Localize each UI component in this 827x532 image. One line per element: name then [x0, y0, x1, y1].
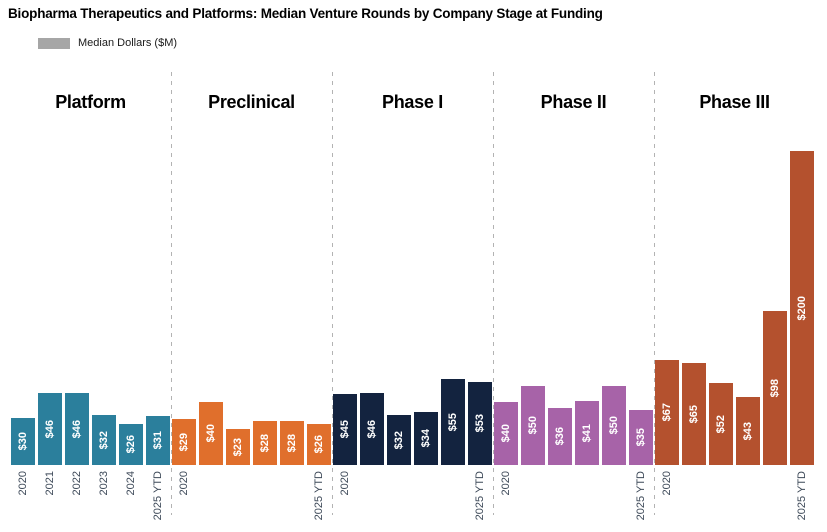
stage-group-platform: Platform $30 2020 $46 2021 $46 2022 $32 2023 $26 2… — [10, 72, 171, 520]
stage-group-header: Phase II — [540, 92, 607, 112]
x-tick-label: 2023 — [98, 471, 110, 496]
bar-value-label: $50 — [608, 416, 620, 435]
bar: $30 2020 — [11, 418, 35, 495]
bar-value-label: $28 — [259, 433, 271, 453]
bar-value-label: $26 — [313, 435, 325, 454]
bar: $67 2020 — [655, 360, 679, 495]
bar-value-label: $45 — [339, 420, 351, 439]
bars-row: $29 2020 $40 $23 $28 $28 $26 2025 YTD — [171, 402, 332, 520]
bar: $28 — [280, 421, 304, 465]
bar: $26 2024 — [119, 424, 143, 495]
x-tick-label: 2020 — [17, 471, 29, 496]
x-tick-label: 2020 — [500, 471, 512, 496]
bar: $45 2020 — [333, 394, 357, 495]
x-tick-label: 2021 — [44, 471, 56, 496]
x-tick-label: 2025 YTD — [152, 471, 164, 521]
bar: $40 — [199, 402, 223, 465]
bar: $55 — [441, 379, 465, 465]
bar: $46 2021 — [38, 393, 62, 495]
bars-row: $40 2020 $50 $36 $41 $50 $35 2025 YTD — [493, 386, 654, 520]
bar: $34 — [414, 412, 438, 465]
bar-value-label: $46 — [44, 419, 56, 439]
bar-value-label: $46 — [71, 419, 83, 439]
x-tick-label: 2025 YTD — [313, 471, 325, 521]
bar: $23 — [226, 429, 250, 465]
bar-value-label: $67 — [661, 403, 673, 422]
bar: $41 — [575, 401, 599, 465]
bar: $32 — [387, 415, 411, 465]
x-tick-label: 2025 YTD — [796, 471, 808, 521]
bar: $32 2023 — [92, 415, 116, 495]
x-tick-label: 2022 — [71, 471, 83, 496]
bar: $98 — [763, 311, 787, 465]
bar: $26 2025 YTD — [307, 424, 331, 520]
bar: $29 2020 — [172, 419, 196, 495]
bar-value-label: $30 — [17, 432, 29, 451]
bar-value-label: $98 — [769, 378, 781, 398]
bar: $40 2020 — [494, 402, 518, 495]
bar-value-label: $41 — [581, 423, 593, 443]
bar: $36 — [548, 408, 572, 465]
bar-value-label: $40 — [500, 424, 512, 443]
bar-value-label: $40 — [205, 424, 217, 443]
x-tick-label: 2020 — [661, 471, 673, 496]
bar: $200 2025 YTD — [790, 151, 814, 520]
bar-value-label: $200 — [796, 295, 808, 321]
bars-row: $67 2020 $65 $52 $43 $98 $200 2025 YTD — [654, 151, 815, 520]
stage-group-header: Preclinical — [208, 92, 295, 112]
bar-chart: Platform $30 2020 $46 2021 $46 2022 $32 2023 $26 2… — [10, 72, 815, 520]
stage-group-phase-i: Phase I $45 2020 $46 $32 $34 $55 $53 2025 YTD — [332, 72, 493, 520]
bar: $43 — [736, 397, 760, 465]
bar-value-label: $29 — [178, 432, 190, 452]
stage-group-preclinical: Preclinical $29 2020 $40 $23 $28 $28 $26 2025 YT… — [171, 72, 332, 520]
bars-row: $30 2020 $46 2021 $46 2022 $32 2023 $26 2024 $31 20… — [10, 393, 171, 520]
bar: $35 2025 YTD — [629, 410, 653, 520]
bars-row: $45 2020 $46 $32 $34 $55 $53 2025 YTD — [332, 379, 493, 520]
bar: $46 2022 — [65, 393, 89, 495]
bar-value-label: $55 — [447, 412, 459, 432]
bar-value-label: $50 — [527, 416, 539, 435]
bar-value-label: $53 — [474, 414, 486, 433]
chart-title: Biopharma Therapeutics and Platforms: Me… — [8, 6, 603, 21]
bar: $52 — [709, 383, 733, 465]
bar-value-label: $35 — [635, 428, 647, 447]
x-tick-label: 2020 — [339, 471, 351, 496]
bar-value-label: $32 — [393, 430, 405, 450]
bar: $50 — [602, 386, 626, 465]
bar: $50 — [521, 386, 545, 465]
stage-group-phase-iii: Phase III $67 2020 $65 $52 $43 $98 $200 2025 YTD — [654, 72, 815, 520]
stage-group-header: Platform — [55, 92, 126, 112]
bar: $28 — [253, 421, 277, 465]
bar-value-label: $36 — [554, 427, 566, 446]
bar-value-label: $46 — [366, 419, 378, 439]
bar-value-label: $65 — [688, 404, 700, 424]
bar-value-label: $32 — [98, 430, 110, 450]
stage-group-header: Phase III — [699, 92, 770, 112]
bar: $53 2025 YTD — [468, 382, 492, 520]
x-tick-label: 2025 YTD — [635, 471, 647, 521]
stage-group-header: Phase I — [382, 92, 443, 112]
bar-value-label: $26 — [125, 435, 137, 454]
bar-value-label: $43 — [742, 421, 754, 441]
bar-value-label: $34 — [420, 429, 432, 448]
bar-value-label: $52 — [715, 414, 727, 434]
bar: $46 — [360, 393, 384, 465]
legend-swatch — [38, 37, 70, 49]
bar: $31 2025 YTD — [146, 416, 170, 520]
bar: $65 — [682, 363, 706, 465]
bar-value-label: $31 — [152, 431, 164, 450]
stage-group-phase-ii: Phase II $40 2020 $50 $36 $41 $50 $35 2025 YTD — [493, 72, 654, 520]
x-tick-label: 2025 YTD — [474, 471, 486, 521]
legend-label: Median Dollars ($M) — [78, 37, 178, 49]
bar-value-label: $28 — [286, 433, 298, 453]
legend: Median Dollars ($M) — [38, 37, 177, 49]
x-tick-label: 2020 — [178, 471, 190, 496]
bar-value-label: $23 — [232, 437, 244, 457]
x-tick-label: 2024 — [125, 471, 137, 496]
